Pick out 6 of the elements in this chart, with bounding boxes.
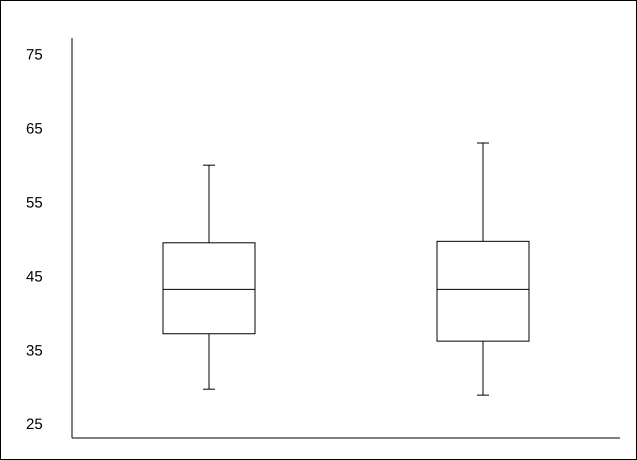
y-tick-label: 55 [26,194,43,212]
y-tick-label: 25 [26,416,43,434]
y-tick-label: 75 [26,46,43,64]
y-tick-label: 65 [26,120,43,138]
y-tick-label: 45 [26,268,43,286]
y-tick-label: 35 [26,342,43,360]
